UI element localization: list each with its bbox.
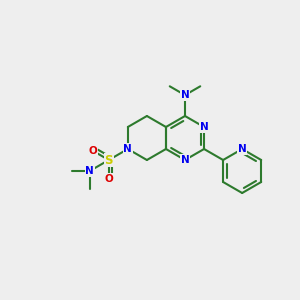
Text: N: N bbox=[124, 144, 132, 154]
Text: O: O bbox=[104, 174, 113, 184]
Text: N: N bbox=[181, 155, 189, 165]
Text: S: S bbox=[104, 154, 113, 166]
Text: N: N bbox=[85, 166, 94, 176]
Text: N: N bbox=[200, 122, 208, 132]
Text: O: O bbox=[88, 146, 97, 156]
Text: N: N bbox=[238, 144, 247, 154]
Text: N: N bbox=[181, 90, 189, 100]
